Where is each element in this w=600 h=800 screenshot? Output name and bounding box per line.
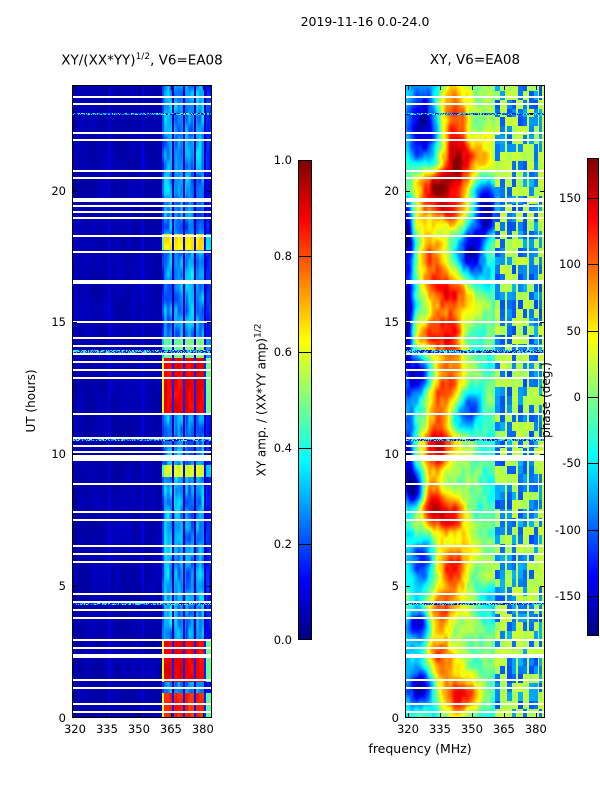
frequency-axis-label: frequency (MHz) [368, 741, 472, 756]
right-panel-title-text: XY, V6=EA08 [429, 52, 521, 68]
right-y-tick-label: 0 [391, 711, 399, 725]
left-colorbar-tick-label: 0.2 [273, 537, 292, 551]
right-colorbar-tick-label: -50 [562, 456, 581, 471]
right-colorbar-tick-label: 0 [573, 390, 581, 404]
right-panel-title: XY, V6=EA08 [430, 52, 520, 68]
right-x-tick-label: 380 [524, 722, 547, 736]
left-colorbar-tick-label: 0.6 [273, 345, 292, 359]
right-colorbar-tick-label: 100 [559, 257, 581, 272]
left-colorbar-tick-label: 0.8 [273, 249, 292, 263]
left-y-tick-label: 20 [51, 183, 66, 198]
left-panel-title-prefix: XY/(XX*YY) [61, 52, 136, 69]
left-x-tick-label: 350 [127, 722, 150, 736]
right-heatmap-phase [405, 85, 545, 718]
left-colorbar-tick-label: 1.0 [273, 153, 292, 167]
right-colorbar-tick-label: 150 [559, 190, 581, 205]
left-panel-title: XY/(XX*YY)1/2, V6=EA08 [61, 52, 222, 69]
left-y-tick-label: 10 [51, 447, 66, 462]
phase-colorbar-label: phase (deg.) [539, 362, 553, 438]
right-y-tick-label: 15 [384, 315, 399, 330]
right-colorbar [587, 158, 599, 636]
left-heatmap-amplitude-ratio [72, 85, 212, 718]
right-x-tick-label: 320 [396, 722, 419, 736]
left-colorbar-tick-label: 0.4 [273, 441, 292, 455]
right-x-tick-label: 335 [428, 722, 451, 736]
left-x-tick-label: 380 [191, 722, 214, 736]
left-panel-title-sup: 1/2 [135, 52, 151, 62]
left-y-tick-label: 0 [58, 711, 66, 725]
right-y-tick-label: 5 [391, 579, 399, 594]
left-y-tick-label: 5 [58, 579, 66, 594]
right-y-tick-label: 10 [384, 447, 399, 462]
right-y-tick-label: 20 [384, 183, 399, 198]
left-x-tick-label: 320 [63, 722, 86, 736]
left-colorbar [298, 160, 312, 640]
left-panel-title-suffix: , V6=EA08 [150, 52, 223, 69]
left-y-tick-label: 15 [51, 315, 66, 330]
left-colorbar-label-sup: 1/2 [253, 323, 264, 339]
right-colorbar-tick-label: 50 [566, 323, 581, 338]
right-colorbar-tick-label: -100 [554, 522, 581, 537]
left-colorbar-tick-label: 0.0 [273, 633, 292, 647]
left-x-tick-label: 365 [159, 722, 182, 736]
figure-title: 2019-11-16 0.0-24.0 [300, 14, 430, 29]
ut-axis-label: UT (hours) [24, 369, 38, 433]
right-x-tick-label: 350 [460, 722, 483, 736]
left-x-tick-label: 335 [95, 722, 118, 736]
right-colorbar-tick-label: -150 [554, 589, 581, 604]
right-x-tick-label: 365 [492, 722, 515, 736]
